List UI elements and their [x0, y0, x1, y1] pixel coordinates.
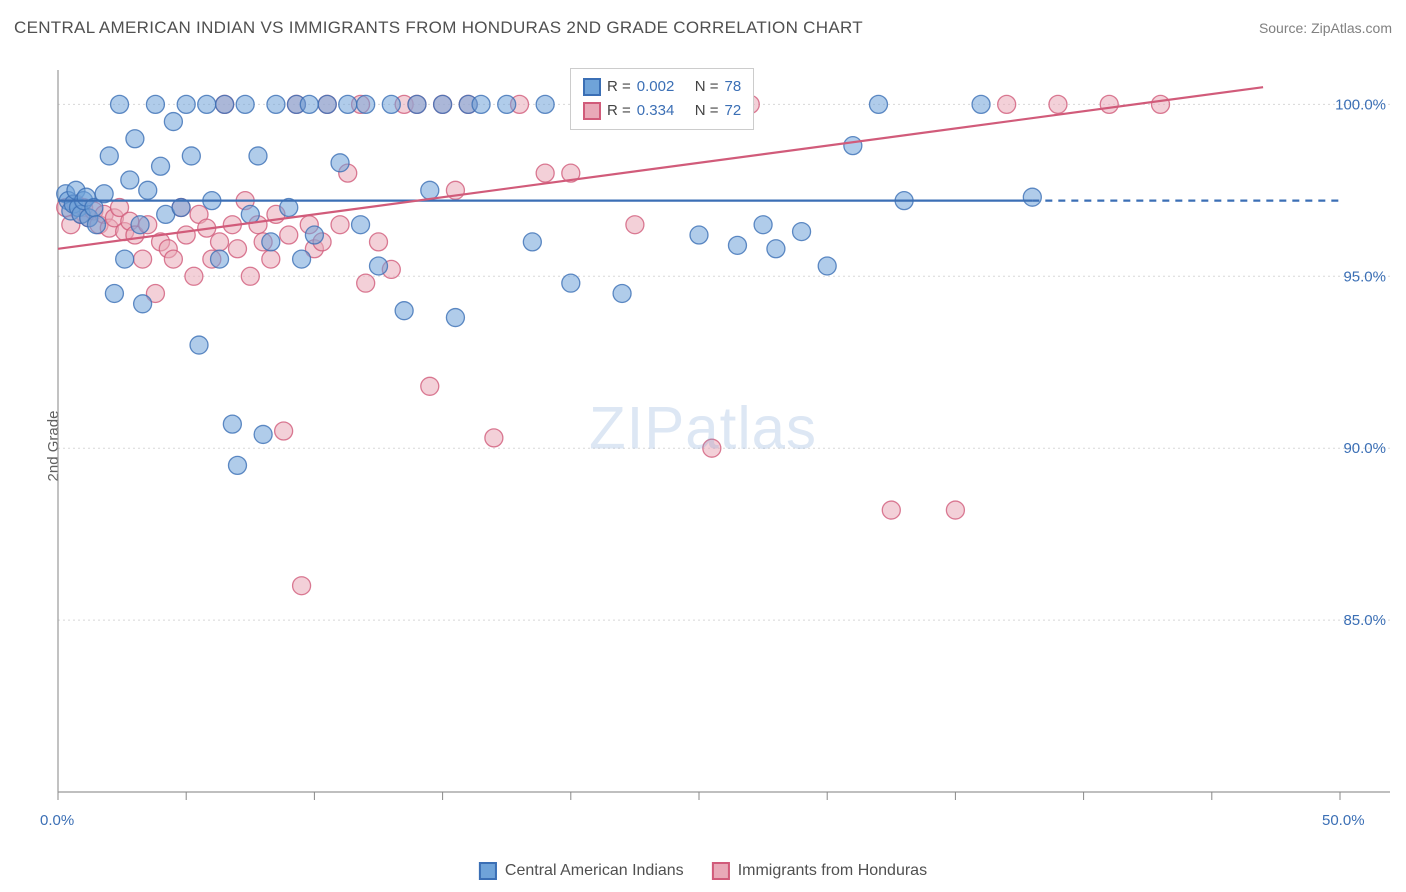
series-legend-item: Central American Indians	[479, 862, 684, 880]
scatter-plot: 85.0% 90.0% 95.0% 100.0%	[50, 62, 1390, 812]
svg-text:100.0%: 100.0%	[1335, 96, 1386, 113]
x-tick-label: 0.0%	[40, 812, 74, 829]
correlation-legend: R =0.002N =78R =0.334N =72	[570, 68, 754, 130]
legend-swatch	[712, 862, 730, 880]
legend-swatch	[583, 78, 601, 96]
series-legend: Central American Indians Immigrants from …	[479, 862, 927, 880]
legend-swatch	[479, 862, 497, 880]
svg-text:95.0%: 95.0%	[1343, 268, 1386, 285]
chart-canvas: 85.0% 90.0% 95.0% 100.0%	[50, 62, 1390, 812]
svg-text:85.0%: 85.0%	[1343, 612, 1386, 629]
x-tick-label: 50.0%	[1322, 812, 1365, 829]
legend-swatch	[583, 102, 601, 120]
svg-text:90.0%: 90.0%	[1343, 440, 1386, 457]
source-attribution: Source: ZipAtlas.com	[1259, 20, 1392, 36]
series-legend-item: Immigrants from Honduras	[712, 862, 927, 880]
chart-title: CENTRAL AMERICAN INDIAN VS IMMIGRANTS FR…	[14, 18, 863, 38]
legend-row: R =0.334N =72	[583, 99, 741, 123]
legend-row: R =0.002N =78	[583, 75, 741, 99]
